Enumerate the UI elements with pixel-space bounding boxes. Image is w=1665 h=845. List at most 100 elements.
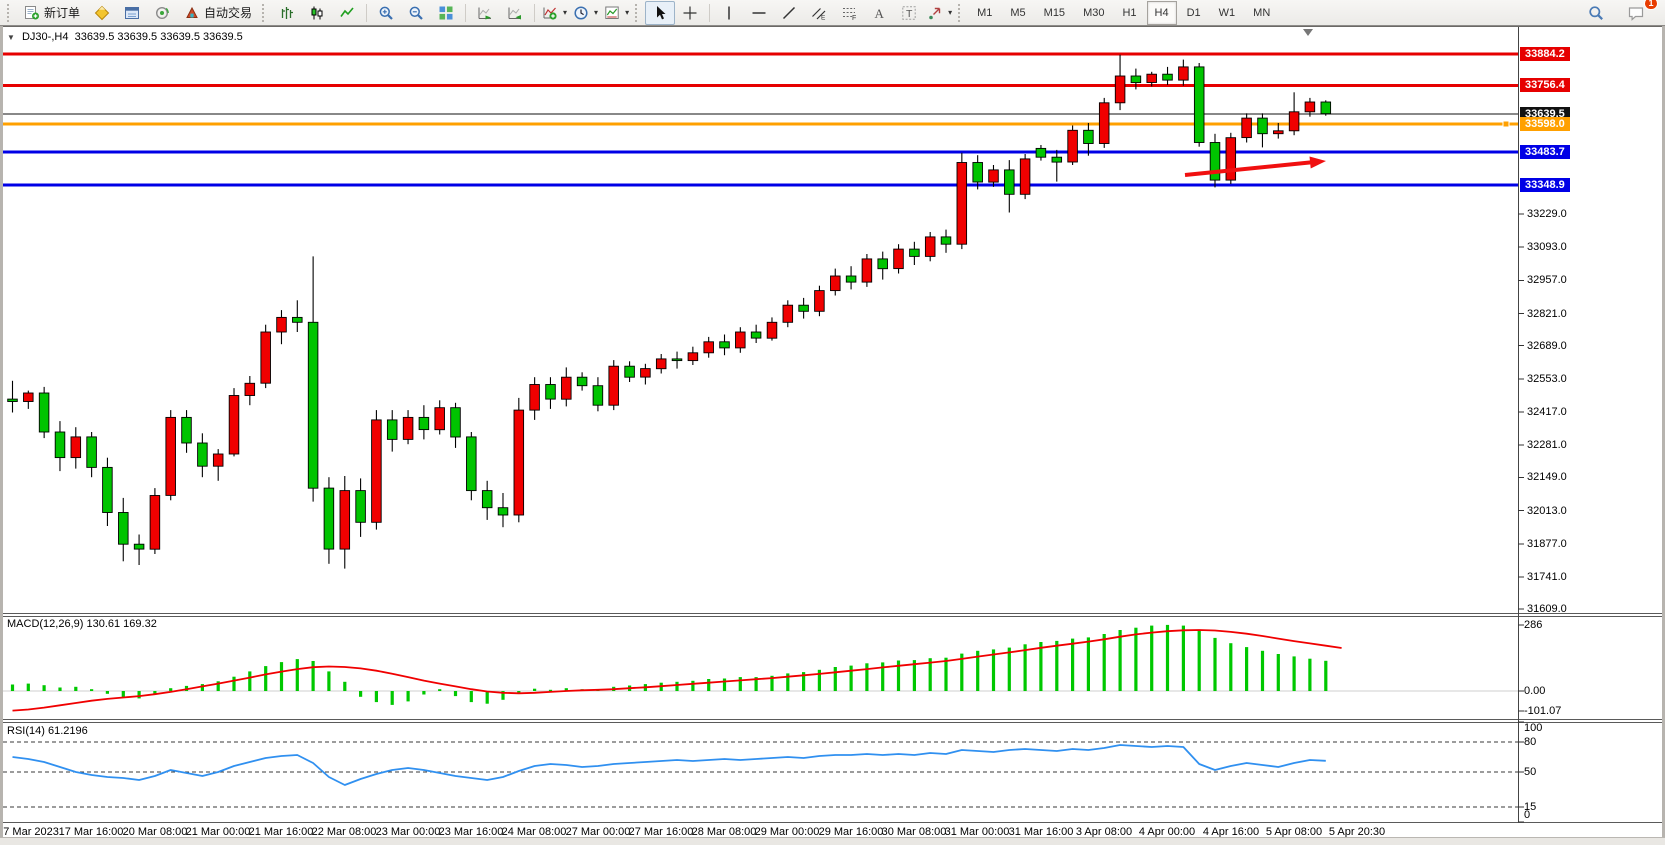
collapse-triangle-icon: ▼ xyxy=(7,33,15,42)
auto-trading-button[interactable]: 自动交易 xyxy=(177,1,259,25)
timeframe-h4-button[interactable]: H4 xyxy=(1146,0,1177,25)
toolbar-separator xyxy=(534,3,536,22)
search-button[interactable] xyxy=(1581,1,1611,25)
timeframe-h1-button[interactable]: H1 xyxy=(1122,6,1137,19)
auto-scroll-button[interactable] xyxy=(470,1,500,25)
candle-body xyxy=(655,358,667,370)
candle-body xyxy=(703,341,714,354)
window-border-left xyxy=(0,26,3,845)
candle-body xyxy=(402,416,414,440)
svg-text:A: A xyxy=(875,6,885,21)
timeframe-m1-button[interactable]: M1 xyxy=(977,6,993,19)
rsi-level-lines xyxy=(3,741,1518,808)
candle-body xyxy=(1273,130,1284,135)
timeframe-d1-button[interactable]: D1 xyxy=(1186,6,1201,19)
periods-button[interactable]: ▾ xyxy=(570,1,601,25)
candle-body xyxy=(1004,169,1015,195)
timeframe-mn-button[interactable]: MN xyxy=(1253,6,1271,19)
candle-body xyxy=(197,442,208,467)
timeframe-m15-button[interactable]: M15 xyxy=(1043,6,1066,19)
crosshair-button[interactable] xyxy=(675,1,705,25)
market-watch-button[interactable] xyxy=(87,1,117,25)
notification-badge: 1 xyxy=(1643,0,1658,10)
candle-body xyxy=(766,321,778,339)
candle-body xyxy=(624,365,635,378)
candle-body xyxy=(1146,73,1157,83)
equidistant-channel-button[interactable]: E xyxy=(804,1,834,25)
navigator-button[interactable] xyxy=(147,1,177,25)
chart-shift-button[interactable] xyxy=(500,1,530,25)
toolbar-drag-handle[interactable] xyxy=(635,3,642,22)
vertical-line-button[interactable] xyxy=(714,1,744,25)
candle-body xyxy=(972,162,983,183)
chevron-down-icon[interactable]: ▾ xyxy=(625,8,630,17)
toolbar-drag-handle[interactable] xyxy=(958,3,965,22)
status-bar xyxy=(0,837,1665,845)
candle-body xyxy=(1178,66,1189,81)
candle-body xyxy=(1320,101,1332,115)
templates-icon xyxy=(604,5,620,21)
timeframe-m5-button[interactable]: M5 xyxy=(1010,6,1026,19)
svg-text:T: T xyxy=(906,8,913,20)
new-order-button[interactable]: 新订单 xyxy=(17,1,87,25)
chat-icon xyxy=(1628,5,1644,21)
notifications-button[interactable]: 1 xyxy=(1621,0,1658,25)
trend-line-button[interactable] xyxy=(774,1,804,25)
chart-shift-icon xyxy=(507,5,523,21)
chevron-down-icon[interactable]: ▾ xyxy=(948,8,953,17)
toolbar-drag-handle[interactable] xyxy=(7,3,14,22)
candle-body xyxy=(1304,101,1316,113)
macd-histogram xyxy=(10,624,1328,705)
data-window-button[interactable] xyxy=(117,1,147,25)
chevron-down-icon[interactable]: ▾ xyxy=(594,8,599,17)
candle-body xyxy=(102,466,113,513)
candle-body xyxy=(292,316,303,323)
candle-body xyxy=(750,331,762,339)
arrows-button[interactable]: ▾ xyxy=(924,1,955,25)
zoom-in-button[interactable] xyxy=(371,1,401,25)
templates-button[interactable]: ▾ xyxy=(601,1,632,25)
indicators-icon xyxy=(542,5,558,21)
candle-body xyxy=(909,248,920,257)
text-button[interactable]: A xyxy=(864,1,894,25)
fibonacci-button[interactable]: F xyxy=(834,1,864,25)
toolbar-drag-handle[interactable] xyxy=(262,3,269,22)
tile-windows-button[interactable] xyxy=(431,1,461,25)
horizontal-line-button[interactable] xyxy=(744,1,774,25)
candle-body xyxy=(1225,137,1237,181)
line-chart-button[interactable] xyxy=(332,1,362,25)
zoom-out-button[interactable] xyxy=(401,1,431,25)
candle-body xyxy=(434,407,445,431)
cursor-button[interactable] xyxy=(645,0,676,25)
candle-body xyxy=(212,453,224,467)
candle-body xyxy=(38,392,50,433)
timeframe-w1-button[interactable]: W1 xyxy=(1218,6,1236,19)
horizontal-line-icon xyxy=(751,5,767,21)
text-label-button[interactable]: T xyxy=(894,1,924,25)
candlestick-chart-button[interactable] xyxy=(302,1,332,25)
macd-name: MACD(12,26,9) xyxy=(7,618,84,630)
tile-windows-icon xyxy=(438,5,454,21)
bar-chart-button[interactable] xyxy=(272,1,302,25)
candle-body xyxy=(70,436,82,459)
chart-symbol-header[interactable]: ▼ DJ30-,H4 33639.5 33639.5 33639.5 33639… xyxy=(7,31,243,43)
chart-shift-marker[interactable] xyxy=(1303,29,1313,36)
candle-body xyxy=(1098,102,1110,144)
candle-body xyxy=(307,321,319,489)
candle-body xyxy=(877,258,888,270)
cursor-icon xyxy=(652,5,668,21)
rsi-value: 61.2196 xyxy=(47,725,88,737)
candle-body xyxy=(1209,142,1221,181)
candle-body xyxy=(54,431,66,459)
timeframe-m30-button[interactable]: M30 xyxy=(1083,6,1105,19)
trend-arrow-annotation[interactable] xyxy=(1184,156,1326,177)
chevron-down-icon[interactable]: ▾ xyxy=(563,8,568,17)
candle-body xyxy=(371,419,382,523)
indicators-button[interactable]: ▾ xyxy=(539,1,570,25)
line-handle[interactable] xyxy=(1502,120,1510,128)
candle-body xyxy=(1019,158,1031,195)
search-icon xyxy=(1588,5,1604,21)
candle-body xyxy=(339,490,351,550)
candle-body xyxy=(1241,117,1252,139)
